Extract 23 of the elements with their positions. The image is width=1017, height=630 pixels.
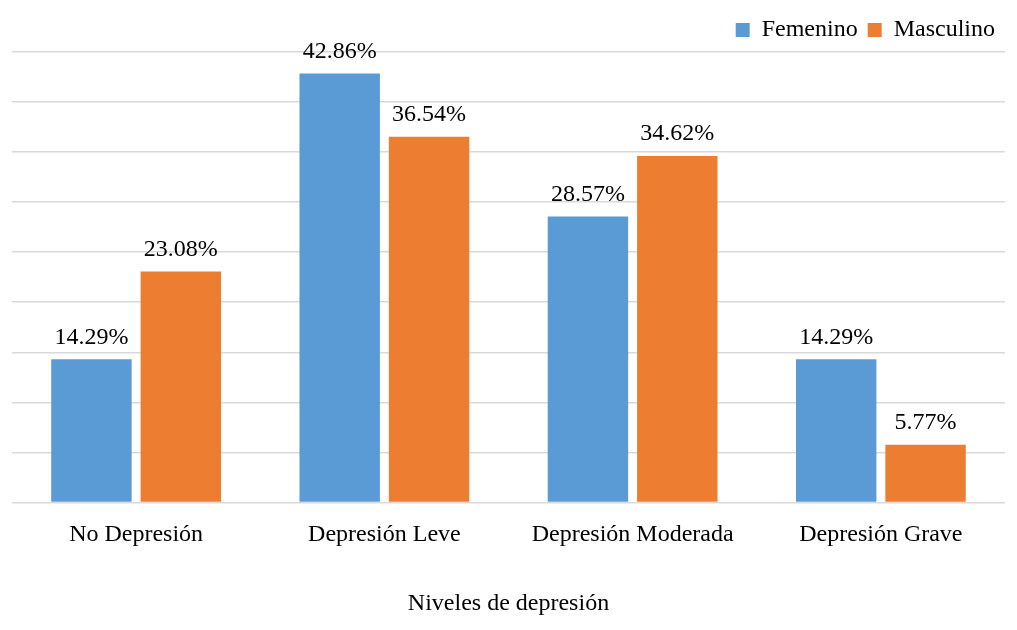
legend-label: Masculino <box>893 15 996 42</box>
bar <box>299 73 380 502</box>
x-tick-label: Depresión Leve <box>308 520 461 547</box>
bar <box>547 216 629 502</box>
bar <box>637 155 718 502</box>
bar <box>388 136 470 502</box>
legend-label: Femenino <box>761 15 858 42</box>
x-tick-label: Depresión Grave <box>799 520 963 547</box>
data-label: 14.29% <box>54 322 129 349</box>
data-label: 34.62% <box>640 119 715 146</box>
data-label: 36.54% <box>392 99 467 126</box>
bar <box>795 359 877 502</box>
data-label: 28.57% <box>550 179 625 206</box>
x-tick-label: No Depresión <box>69 520 204 547</box>
x-axis-title: Niveles de depresión <box>407 588 610 615</box>
bar <box>140 271 222 502</box>
x-tick-label: Depresión Moderada <box>531 520 734 547</box>
data-label: 14.29% <box>799 322 874 349</box>
bar <box>885 444 966 502</box>
data-label: 23.08% <box>143 234 218 261</box>
bar <box>51 359 132 502</box>
data-label: 42.86% <box>302 36 377 63</box>
data-label: 5.77% <box>894 407 957 434</box>
